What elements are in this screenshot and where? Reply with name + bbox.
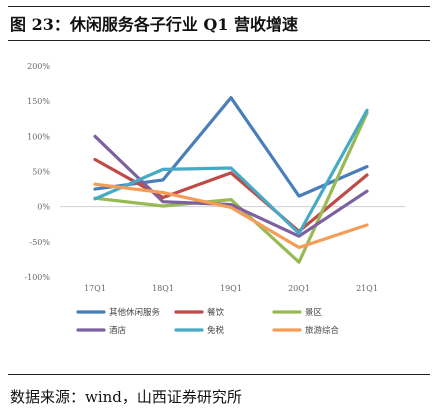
series-line-4 [93, 108, 369, 235]
series-line-2 [93, 111, 369, 264]
footer-rule [8, 374, 430, 375]
series-line-1 [93, 157, 369, 233]
legend-label: 酒店 [109, 325, 127, 336]
line-chart: 200% 150% 100% 50% 0% -50% -100% 17Q1 18Q1 19Q1 20… [24, 62, 405, 336]
axis-layer: 200% 150% 100% 50% 0% -50% -100% 17Q1 18Q1 19Q1 20… [24, 62, 405, 293]
legend-label: 餐饮 [207, 307, 225, 318]
figure-title: 图 23：休闲服务各子行业 Q1 营收增速 [10, 15, 299, 34]
legend-label: 景区 [305, 308, 323, 318]
y-tick-label: 100% [27, 132, 50, 141]
y-tick-label: 0% [37, 203, 50, 212]
legend-label: 旅游综合 [305, 325, 340, 336]
source-note: 数据来源：wind，山西证券研究所 [10, 388, 242, 406]
legend-label: 其他休闲服务 [109, 307, 161, 318]
y-tick-label: -50% [30, 238, 51, 247]
series-line-0 [93, 96, 369, 198]
x-tick-label: 17Q1 [84, 284, 106, 293]
legend-label: 免税 [207, 325, 225, 336]
series-line-5 [93, 182, 369, 250]
x-tick-label: 19Q1 [220, 284, 242, 293]
y-tick-label: 50% [32, 168, 50, 177]
series-layer [93, 96, 369, 264]
x-tick-label: 21Q1 [356, 284, 378, 293]
y-tick-label: 150% [27, 97, 50, 106]
y-tick-label: 200% [27, 62, 50, 71]
top-rule [8, 6, 430, 7]
x-tick-label: 20Q1 [288, 284, 310, 293]
title-rule [8, 40, 430, 41]
x-tick-label: 18Q1 [152, 284, 174, 293]
y-tick-label: -100% [24, 273, 50, 282]
